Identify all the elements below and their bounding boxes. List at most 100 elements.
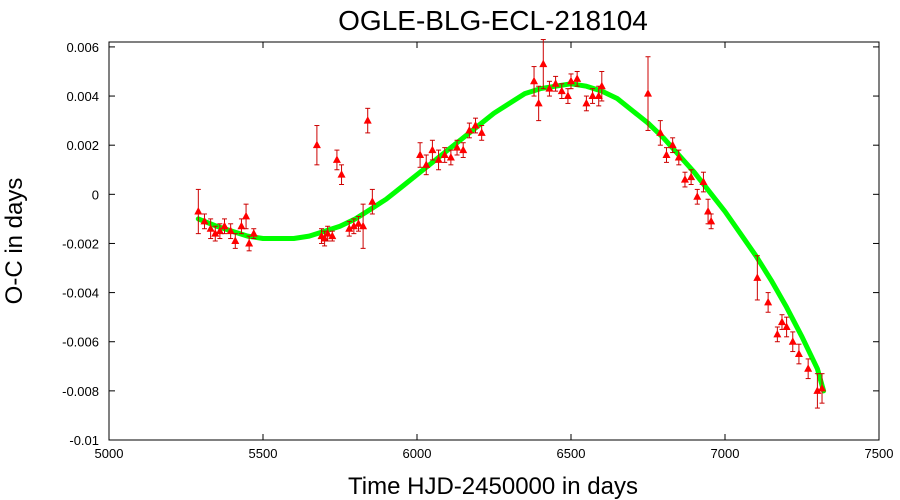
data-point bbox=[328, 230, 337, 242]
point-marker bbox=[707, 216, 716, 225]
data-point bbox=[644, 56, 652, 131]
data-point bbox=[428, 139, 437, 161]
data-point bbox=[453, 139, 462, 156]
point-marker bbox=[220, 221, 229, 230]
point-marker bbox=[656, 128, 665, 136]
data-point bbox=[332, 149, 341, 171]
point-marker bbox=[359, 221, 368, 230]
y-tick-label: 0.002 bbox=[66, 138, 99, 153]
data-point bbox=[534, 85, 543, 122]
point-marker bbox=[363, 116, 372, 124]
point-marker bbox=[440, 150, 449, 159]
data-point bbox=[312, 125, 321, 166]
data-point bbox=[477, 125, 486, 141]
point-marker bbox=[777, 317, 786, 326]
point-marker bbox=[794, 349, 803, 358]
y-axis-ticks: -0.01 -0.008 -0.006 -0.004 -0.002 0 0.002 0.004… bbox=[62, 40, 879, 448]
chart-title: OGLE-BLG-ECL-218104 bbox=[338, 5, 648, 36]
data-point bbox=[813, 373, 822, 409]
data-point bbox=[446, 149, 455, 166]
y-tick-label: 0 bbox=[92, 187, 99, 202]
data-point bbox=[563, 88, 572, 104]
point-marker bbox=[557, 86, 566, 95]
data-point bbox=[794, 343, 803, 365]
x-tick-label: 6500 bbox=[557, 446, 586, 461]
point-marker bbox=[644, 89, 652, 97]
point-marker bbox=[539, 59, 548, 68]
point-marker bbox=[249, 229, 258, 237]
data-point bbox=[680, 171, 689, 188]
point-marker bbox=[242, 211, 251, 220]
point-marker bbox=[200, 216, 209, 225]
point-marker bbox=[788, 337, 797, 345]
data-point bbox=[818, 373, 827, 404]
point-marker bbox=[782, 322, 791, 330]
point-marker bbox=[226, 226, 235, 235]
point-marker bbox=[312, 140, 321, 149]
data-point bbox=[693, 188, 702, 205]
point-marker bbox=[337, 170, 346, 178]
fit-curve bbox=[195, 81, 827, 394]
data-point bbox=[211, 225, 220, 242]
x-axis-ticks: 5000 5500 6000 6500 7000 7500 bbox=[95, 42, 894, 461]
data-point bbox=[788, 331, 797, 353]
point-marker bbox=[194, 207, 203, 215]
x-tick-label: 7000 bbox=[711, 446, 740, 461]
point-marker bbox=[446, 152, 455, 161]
point-marker bbox=[668, 140, 677, 149]
point-marker bbox=[693, 192, 702, 200]
x-tick-label: 5500 bbox=[249, 446, 278, 461]
data-point bbox=[359, 203, 368, 249]
data-point bbox=[530, 66, 539, 97]
data-point bbox=[545, 80, 554, 97]
point-marker bbox=[211, 229, 220, 237]
point-marker bbox=[687, 172, 696, 181]
data-point bbox=[465, 122, 474, 139]
data-point bbox=[764, 292, 773, 313]
point-marker bbox=[588, 91, 597, 100]
data-point bbox=[349, 218, 358, 235]
data-point bbox=[368, 188, 377, 215]
point-marker bbox=[662, 150, 671, 159]
y-tick-label: -0.01 bbox=[69, 433, 99, 448]
point-marker bbox=[215, 226, 224, 235]
x-tick-label: 5000 bbox=[95, 446, 124, 461]
data-point bbox=[804, 358, 813, 380]
data-point bbox=[699, 171, 708, 193]
point-marker bbox=[453, 143, 462, 151]
data-point bbox=[320, 230, 329, 247]
data-point bbox=[242, 203, 251, 230]
point-marker bbox=[753, 273, 762, 281]
data-point bbox=[215, 223, 224, 240]
point-marker bbox=[773, 329, 782, 338]
x-tick-label: 7500 bbox=[865, 446, 894, 461]
data-point bbox=[687, 169, 696, 185]
data-point bbox=[345, 220, 354, 237]
data-point bbox=[573, 70, 582, 87]
data-point bbox=[416, 142, 425, 168]
point-marker bbox=[471, 121, 480, 129]
point-marker bbox=[354, 219, 363, 227]
data-point bbox=[337, 164, 346, 185]
point-marker bbox=[465, 125, 474, 134]
data-point bbox=[459, 142, 468, 158]
plot-frame bbox=[108, 41, 880, 441]
x-tick-label: 6000 bbox=[403, 446, 432, 461]
data-point bbox=[434, 149, 443, 171]
data-point bbox=[220, 218, 229, 235]
fit-curve-layer bbox=[195, 81, 827, 394]
y-axis-label: O-C in days bbox=[1, 178, 28, 305]
data-point bbox=[662, 147, 671, 163]
point-marker bbox=[320, 234, 329, 242]
data-point bbox=[668, 137, 677, 154]
data-point bbox=[782, 316, 791, 338]
point-marker bbox=[459, 145, 468, 154]
point-marker bbox=[551, 79, 560, 87]
data-point bbox=[226, 223, 235, 240]
data-point bbox=[674, 149, 683, 166]
point-marker bbox=[567, 76, 575, 85]
point-marker bbox=[434, 155, 443, 163]
data-point bbox=[323, 225, 332, 242]
point-marker bbox=[597, 81, 606, 90]
